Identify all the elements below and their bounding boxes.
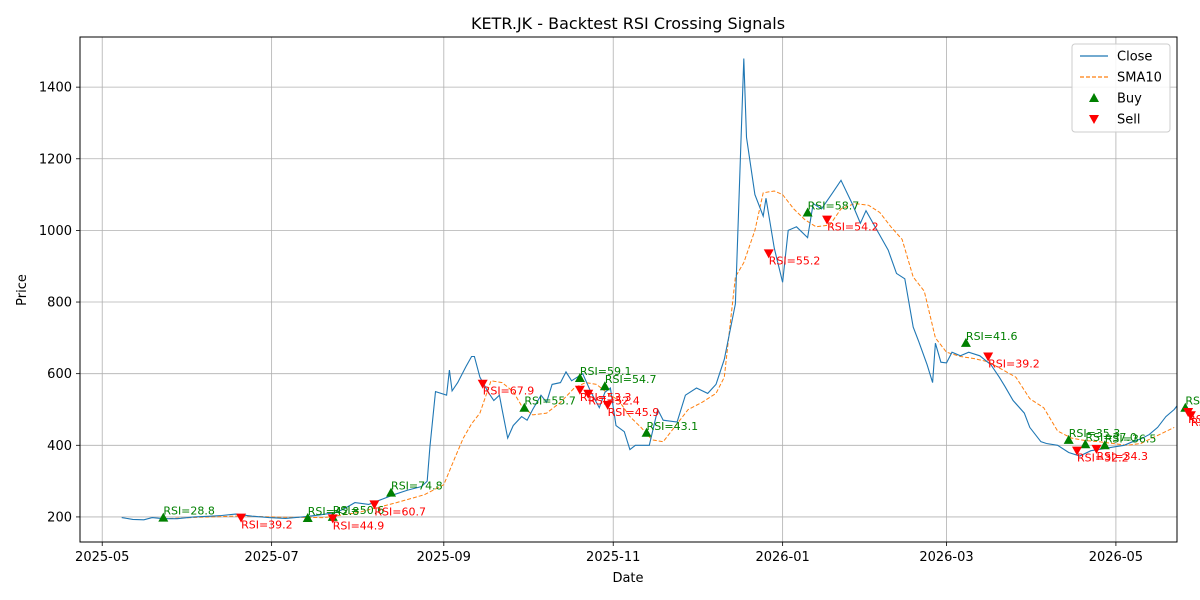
sell-marker	[1072, 446, 1083, 456]
sell-marker	[763, 249, 774, 259]
sell-annotation: RSI=54.2	[827, 221, 879, 234]
buy-marker	[802, 207, 813, 217]
x-tick-label: 2025-11	[586, 550, 640, 565]
buy-annotation: RSI=28.8	[163, 505, 215, 518]
sma10-line	[163, 190, 1175, 520]
sell-marker	[477, 379, 488, 389]
buy-marker	[519, 402, 530, 412]
buy-marker	[386, 487, 397, 497]
sell-annotation: RSI=52.4	[588, 395, 640, 408]
sell-marker	[1185, 411, 1196, 421]
legend-box	[1071, 43, 1171, 133]
legend-label: Sell	[1117, 113, 1140, 128]
legend-label: Close	[1117, 50, 1152, 65]
legend: Close SMA10 Buy Sell	[1071, 43, 1171, 133]
buy-marker	[641, 427, 652, 437]
sell-annotation: RSI=53.1	[1188, 413, 1200, 426]
buy-annotation: RSI=55.7	[1185, 395, 1200, 408]
plot-frame	[79, 36, 1178, 543]
y-tick-label: 1400	[39, 81, 72, 96]
signal-markers	[158, 207, 1196, 524]
chart-title: KETR.JK - Backtest RSI Crossing Signals	[471, 14, 785, 33]
sell-annotation: RSI=53.3	[580, 391, 632, 404]
sell-annotation: RSI=60.7	[374, 505, 426, 518]
sell-annotation: RSI=67.9	[483, 385, 535, 398]
sell-annotation: RSI=45.9	[608, 406, 660, 419]
buy-annotation: RSI=59.1	[580, 365, 632, 378]
legend-swatch-buy	[1089, 93, 1099, 102]
close-line	[121, 58, 1178, 521]
sell-marker	[574, 385, 585, 395]
legend-label: SMA10	[1117, 71, 1162, 86]
sell-annotation: RSI=34.3	[1096, 450, 1148, 463]
sell-annotation: RSI=32.2	[1077, 452, 1129, 465]
x-axis-title: Date	[612, 571, 643, 586]
buy-annotation: RSI=74.8	[391, 480, 443, 493]
buy-annotation: RSI=41.6	[966, 330, 1018, 343]
sell-marker	[983, 352, 994, 362]
sell-marker	[1091, 444, 1102, 454]
buy-marker	[1080, 439, 1091, 449]
x-tick-label: 2025-09	[417, 550, 471, 565]
buy-annotation: RSI=42.8	[308, 505, 360, 518]
buy-annotation: RSI=36.5	[1105, 432, 1157, 445]
y-tick-label: 600	[47, 367, 72, 382]
sell-marker	[822, 215, 833, 225]
close-layer	[121, 58, 1178, 521]
sell-marker	[583, 389, 594, 399]
buy-annotation: RSI=43.1	[647, 420, 699, 433]
x-tick-label: 2026-05	[1089, 550, 1143, 565]
buy-marker	[1099, 440, 1110, 450]
y-tick-label: 800	[47, 296, 72, 311]
buy-annotation: RSI=54.7	[605, 373, 657, 386]
legend-label: Buy	[1117, 92, 1142, 107]
sell-marker	[236, 513, 247, 523]
sma-layer	[163, 190, 1175, 520]
buy-marker	[960, 337, 971, 347]
x-tick-label: 2025-07	[244, 550, 298, 565]
y-tick-label: 200	[47, 510, 72, 525]
y-tick-label: 400	[47, 439, 72, 454]
buy-marker	[574, 372, 585, 382]
x-tick-label: 2026-01	[755, 550, 809, 565]
buy-marker	[302, 513, 313, 523]
sell-marker	[369, 500, 380, 510]
buy-annotation: RSI=37.0	[1085, 431, 1137, 444]
x-axis: 2025-05 2025-07 2025-09 2025-11 2026-01 2026-…	[75, 542, 1143, 565]
y-tick-label: 1200	[39, 152, 72, 167]
sell-annotation: RSI=55.2	[769, 254, 821, 267]
sell-annotation: RSI=39.2	[241, 519, 293, 532]
sell-annotation: RSI=44.9	[333, 519, 385, 532]
buy-annotation: RSI=55.7	[524, 395, 576, 408]
buy-annotation: RSI=35.3	[1069, 427, 1121, 440]
buy-annotation: RSI=50.6	[333, 504, 385, 517]
buy-marker	[158, 512, 169, 522]
x-tick-label: 2025-05	[75, 550, 129, 565]
sell-marker	[602, 400, 613, 410]
buy-marker	[599, 381, 610, 391]
sell-marker	[327, 514, 338, 524]
y-axis: 200 400 600 800 1000 1200 1400	[39, 81, 80, 525]
y-axis-title: Price	[15, 274, 30, 306]
legend-swatch-sell	[1089, 115, 1099, 124]
y-tick-label: 1000	[39, 224, 72, 239]
buy-annotation: RSI=58.7	[808, 199, 860, 212]
buy-marker	[1063, 434, 1074, 444]
x-tick-label: 2026-03	[919, 550, 973, 565]
sell-annotation: RSI=50.7	[1191, 416, 1200, 429]
sell-annotation: RSI=39.2	[988, 357, 1040, 370]
